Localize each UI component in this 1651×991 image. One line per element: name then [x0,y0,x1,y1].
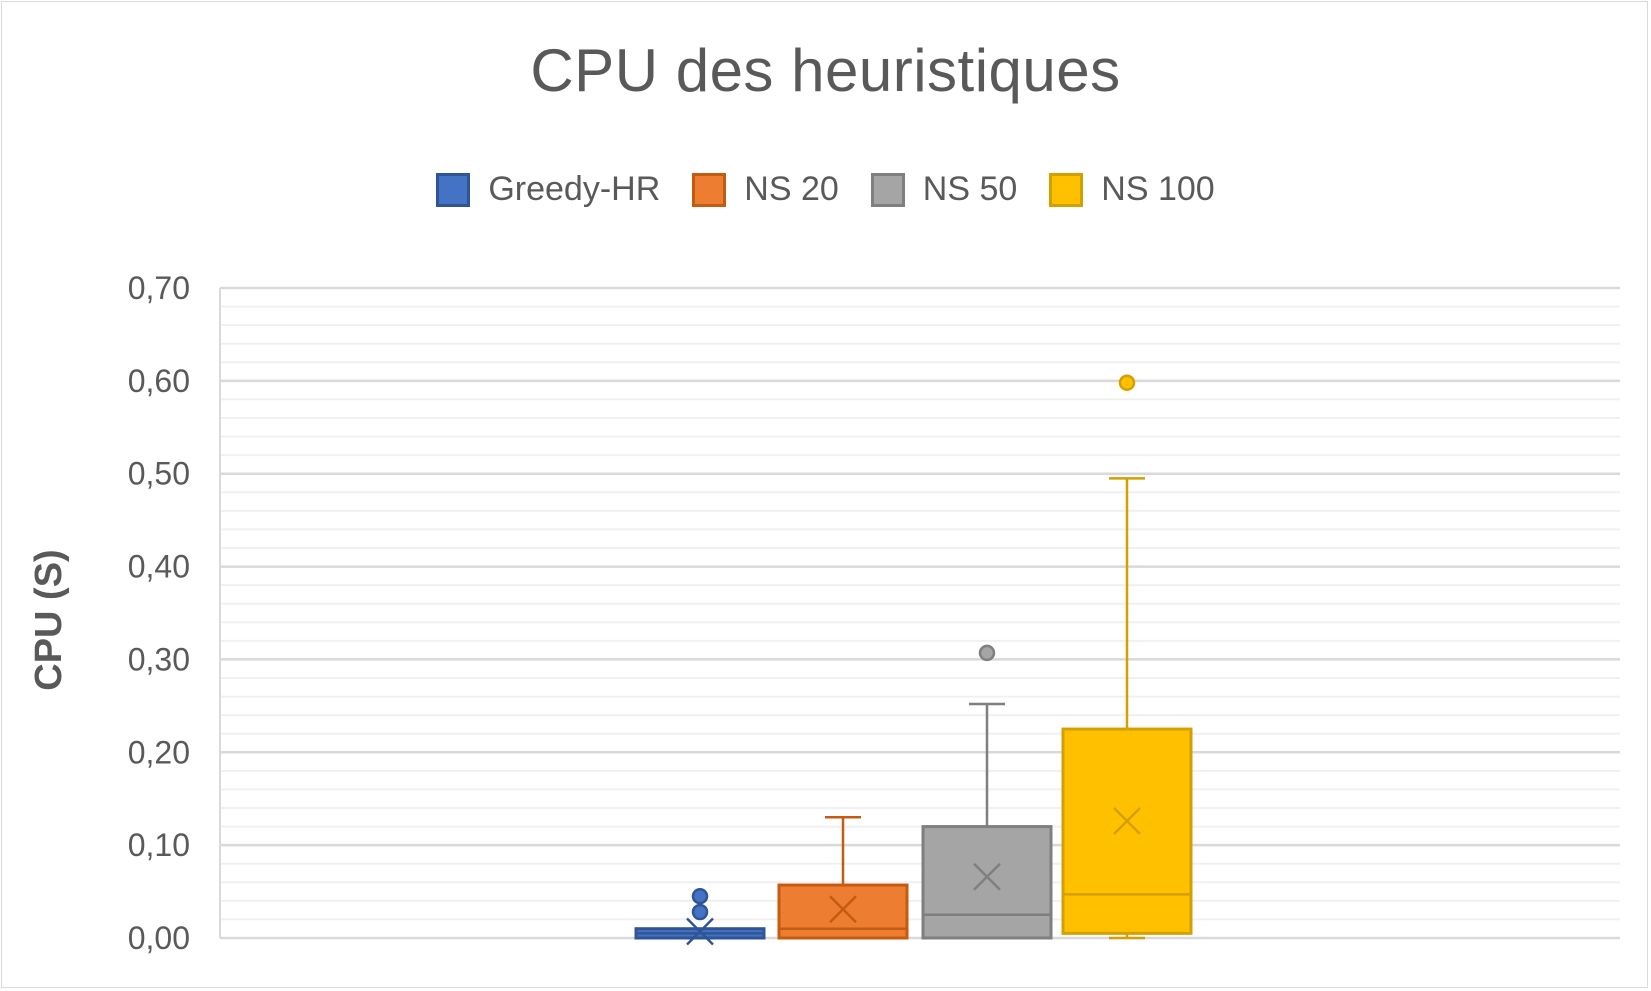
legend-swatch [692,172,727,207]
y-tick-label: 0,30 [128,641,190,677]
y-tick-label: 0,70 [128,270,190,306]
outlier-point [1118,374,1136,391]
legend-label: NS 50 [922,170,1018,208]
outlier-point [978,644,996,662]
legend-item: NS 100 [1049,170,1215,209]
box-ns-20 [777,883,909,940]
legend-item: Greedy-HR [436,170,660,209]
legend-swatch [1049,172,1084,207]
legend-label: NS 20 [744,170,839,208]
mean-marker [973,862,1001,891]
legend: Greedy-HR NS 20 NS 50 NS 100 [0,170,1651,209]
outlier-point [691,903,709,921]
y-tick-label: 0,00 [128,920,190,956]
outlier-point [691,887,709,905]
legend-label: Greedy-HR [488,170,661,208]
mean-marker [1113,807,1141,835]
y-tick-label: 0,60 [128,363,190,399]
y-tick-label: 0,40 [128,549,190,585]
mean-marker [686,917,714,946]
legend-label: NS 100 [1101,170,1215,208]
legend-item: NS 50 [870,170,1018,209]
legend-item: NS 20 [692,170,839,209]
y-tick-label: 0,10 [128,827,190,863]
y-tick-label: 0,50 [128,456,190,492]
y-tick-label: 0,20 [128,734,190,770]
box-ns-50 [921,825,1053,940]
chart-title: CPU des heuristiques [530,37,1121,104]
box-ns-100 [1061,727,1193,935]
legend-swatch [870,172,905,207]
mean-marker [829,895,857,924]
legend-swatch [436,172,471,207]
